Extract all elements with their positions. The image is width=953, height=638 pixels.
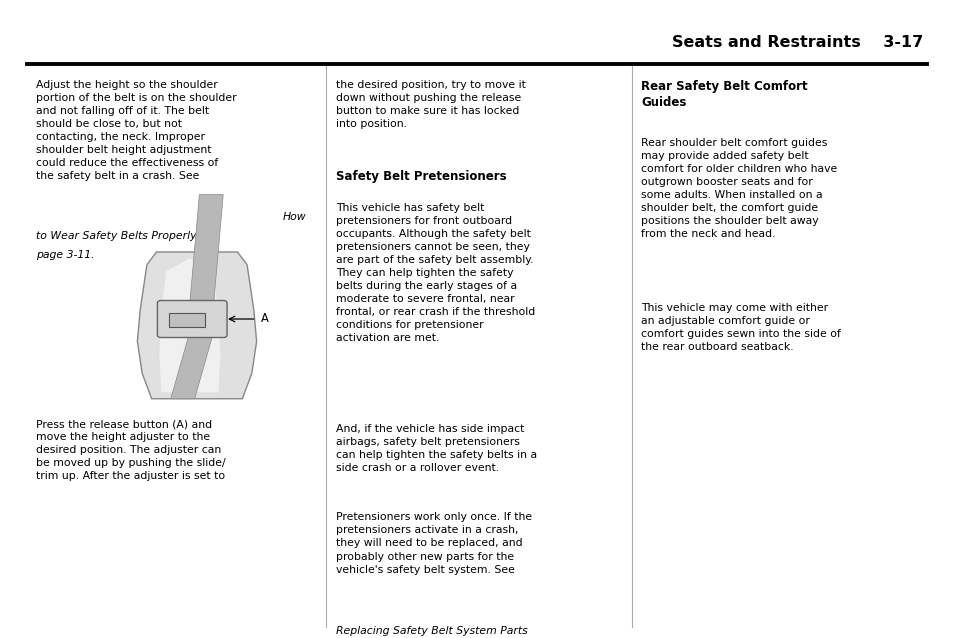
- Text: Press the release button (A) and
move the height adjuster to the
desired positio: Press the release button (A) and move th…: [36, 419, 226, 481]
- Bar: [65, 252, 286, 405]
- Text: Adjust the height so the shoulder
portion of the belt is on the shoulder
and not: Adjust the height so the shoulder portio…: [36, 80, 236, 181]
- Bar: [169, 313, 205, 327]
- Text: This vehicle has safety belt
pretensioners for front outboard
occupants. Althoug: This vehicle has safety belt pretensione…: [335, 203, 535, 343]
- Text: Replacing Safety Belt System Parts
After a Crash on page 3-22.: Replacing Safety Belt System Parts After…: [335, 626, 527, 638]
- Polygon shape: [137, 252, 256, 399]
- Text: page 3-11.: page 3-11.: [36, 250, 94, 260]
- Text: Seats and Restraints    3-17: Seats and Restraints 3-17: [672, 35, 923, 50]
- Text: Rear Safety Belt Comfort
Guides: Rear Safety Belt Comfort Guides: [640, 80, 807, 109]
- Text: Pretensioners work only once. If the
pretensioners activate in a crash,
they wil: Pretensioners work only once. If the pre…: [335, 512, 532, 588]
- Text: This vehicle may come with either
an adjustable comfort guide or
comfort guides : This vehicle may come with either an adj…: [640, 303, 841, 352]
- Text: the desired position, try to move it
down without pushing the release
button to : the desired position, try to move it dow…: [335, 80, 525, 129]
- Polygon shape: [159, 258, 220, 392]
- Text: to Wear Safety Belts Properly on: to Wear Safety Belts Properly on: [36, 231, 213, 241]
- Polygon shape: [190, 195, 223, 303]
- Text: A: A: [261, 313, 269, 325]
- Text: Rear shoulder belt comfort guides
may provide added safety belt
comfort for olde: Rear shoulder belt comfort guides may pr…: [640, 138, 837, 239]
- Polygon shape: [171, 332, 213, 399]
- Text: Safety Belt Pretensioners: Safety Belt Pretensioners: [335, 170, 506, 182]
- Text: How: How: [282, 212, 306, 222]
- FancyBboxPatch shape: [157, 300, 227, 338]
- Text: And, if the vehicle has side impact
airbags, safety belt pretensioners
can help : And, if the vehicle has side impact airb…: [335, 424, 537, 473]
